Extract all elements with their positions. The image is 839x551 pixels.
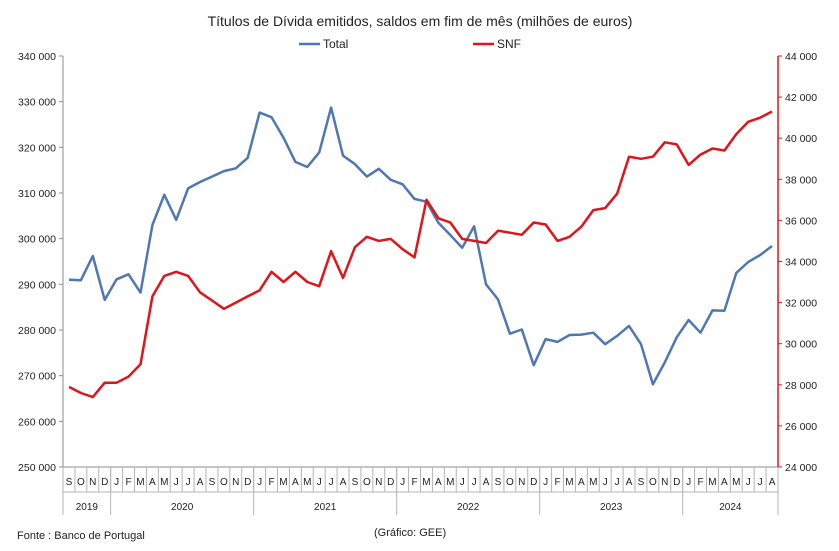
y-right-tick-label: 32 000 — [785, 298, 817, 310]
month-label: J — [758, 477, 763, 488]
month-label: M — [589, 477, 597, 488]
month-label: J — [400, 477, 405, 488]
month-label: M — [446, 477, 454, 488]
y-right-tick-label: 38 000 — [785, 174, 817, 186]
month-label: J — [472, 477, 477, 488]
month-label: J — [186, 477, 191, 488]
y-right-tick-label: 40 000 — [785, 133, 817, 145]
month-label: M — [160, 477, 168, 488]
month-label: J — [114, 477, 119, 488]
y-left-tick-label: 290 000 — [18, 279, 56, 291]
month-label: M — [708, 477, 716, 488]
month-label: J — [317, 477, 322, 488]
month-label: F — [554, 477, 560, 488]
month-label: D — [101, 477, 108, 488]
month-label: S — [352, 477, 359, 488]
month-label: S — [638, 477, 645, 488]
month-label: J — [746, 477, 751, 488]
year-label: 2019 — [76, 502, 99, 513]
month-label: J — [460, 477, 465, 488]
year-label: 2021 — [314, 502, 337, 513]
month-label: M — [422, 477, 430, 488]
month-label: A — [578, 477, 585, 488]
y-left-tick-label: 250 000 — [18, 462, 56, 474]
y-left-tick-label: 280 000 — [18, 325, 56, 337]
month-label: S — [209, 477, 216, 488]
month-label: J — [174, 477, 179, 488]
month-label: A — [435, 477, 442, 488]
month-label: N — [375, 477, 382, 488]
series-line-total — [68, 106, 773, 386]
month-label: J — [543, 477, 548, 488]
month-label: O — [77, 477, 85, 488]
month-label: D — [244, 477, 251, 488]
y-right-tick-label: 24 000 — [785, 462, 817, 474]
month-label: A — [197, 477, 204, 488]
y-right-tick-label: 42 000 — [785, 92, 817, 104]
y-left-tick-label: 340 000 — [18, 51, 56, 63]
month-label: N — [661, 477, 668, 488]
month-label: A — [292, 477, 299, 488]
month-label: D — [387, 477, 394, 488]
y-right-tick-label: 30 000 — [785, 339, 817, 351]
y-right-tick-label: 34 000 — [785, 257, 817, 269]
y-right-tick-label: 26 000 — [785, 421, 817, 433]
month-label: D — [673, 477, 680, 488]
y-left-tick-label: 300 000 — [18, 234, 56, 246]
y-right-tick-label: 28 000 — [785, 380, 817, 392]
year-label: 2022 — [457, 502, 480, 513]
month-label: N — [518, 477, 525, 488]
month-label: J — [329, 477, 334, 488]
series-line-snf — [68, 110, 773, 399]
month-label: F — [268, 477, 274, 488]
y-left-tick-label: 320 000 — [18, 142, 56, 154]
month-label: A — [721, 477, 728, 488]
month-label: O — [363, 477, 371, 488]
y-right-tick-label: 44 000 — [785, 51, 817, 63]
month-label: M — [565, 477, 573, 488]
year-label: 2024 — [719, 502, 742, 513]
y-left-tick-label: 310 000 — [18, 188, 56, 200]
y-left-tick-label: 330 000 — [18, 97, 56, 109]
y-left-tick-label: 260 000 — [18, 416, 56, 428]
month-label: A — [769, 477, 776, 488]
month-label: F — [411, 477, 417, 488]
month-label: N — [89, 477, 96, 488]
month-label: O — [220, 477, 228, 488]
month-label: F — [697, 477, 703, 488]
month-label: M — [136, 477, 144, 488]
chart-title: Títulos de Dívida emitidos, saldos em fi… — [208, 13, 633, 29]
month-label: J — [257, 477, 262, 488]
year-label: 2023 — [600, 502, 623, 513]
month-label: M — [279, 477, 287, 488]
year-label: 2020 — [171, 502, 194, 513]
month-label: J — [603, 477, 608, 488]
y-right-tick-label: 36 000 — [785, 215, 817, 227]
month-label: J — [615, 477, 620, 488]
month-label: A — [483, 477, 490, 488]
legend-label-total: Total — [323, 37, 348, 51]
plot-area: 250 000 260 000 270 000 280 000 290 000 300 0… — [18, 51, 817, 515]
legend-label-snf: SNF — [497, 37, 521, 51]
month-label: J — [686, 477, 691, 488]
month-label: D — [530, 477, 537, 488]
y-left-tick-label: 270 000 — [18, 371, 56, 383]
month-label: A — [149, 477, 156, 488]
month-label: A — [340, 477, 347, 488]
month-label: M — [732, 477, 740, 488]
month-label: O — [506, 477, 514, 488]
month-label: O — [649, 477, 657, 488]
legend: Total SNF — [299, 37, 521, 51]
month-label: S — [495, 477, 502, 488]
source-note: Fonte : Banco de Portugal — [17, 530, 145, 542]
month-label: M — [303, 477, 311, 488]
credit-note: (Gráfico: GEE) — [374, 527, 446, 539]
month-label: F — [125, 477, 131, 488]
month-label: A — [626, 477, 633, 488]
month-label: N — [232, 477, 239, 488]
month-label: S — [66, 477, 73, 488]
